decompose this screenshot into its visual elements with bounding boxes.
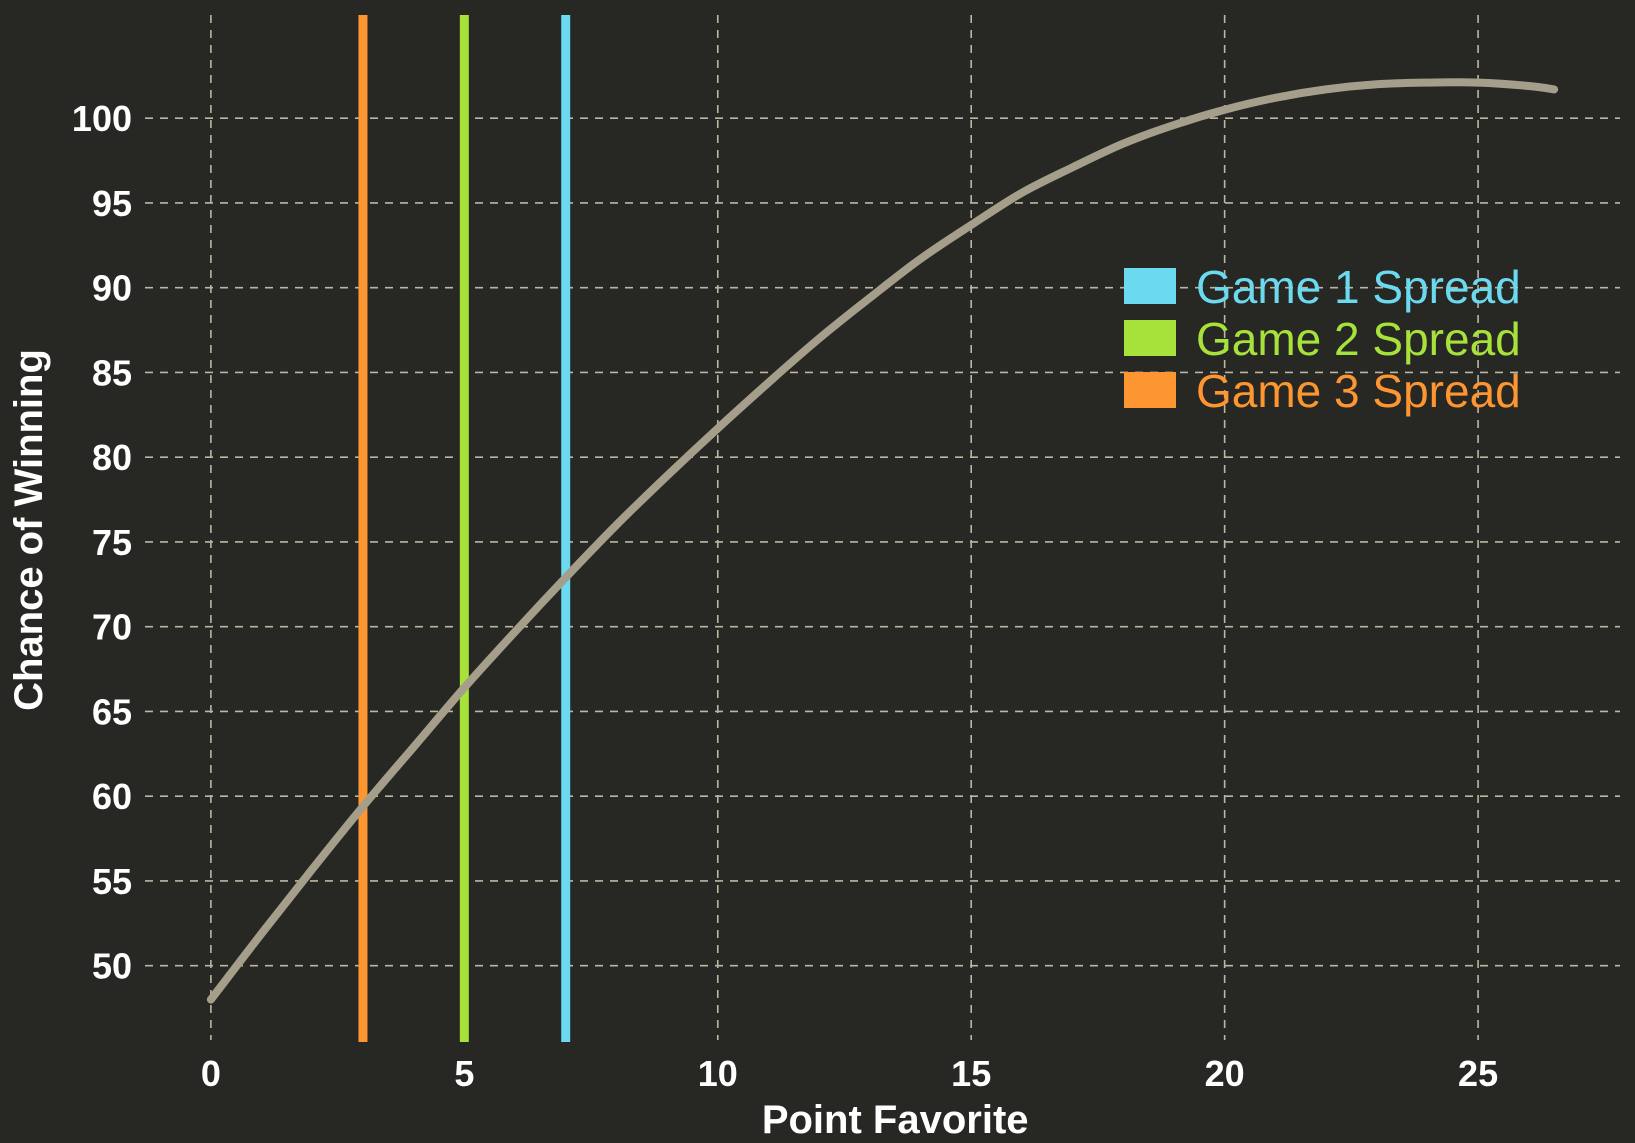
y-tick-label: 50: [92, 946, 132, 987]
y-tick-label: 60: [92, 776, 132, 817]
legend-label-1: Game 1 Spread: [1196, 261, 1521, 313]
spread-lines: [358, 15, 571, 1042]
y-tick-label: 75: [92, 522, 132, 563]
y-tick-labels: 50 55 60 65 70 75 80 85 90 95 100: [72, 98, 132, 987]
y-tick-label: 85: [92, 352, 132, 393]
legend-swatch-2: [1124, 320, 1176, 356]
y-tick-label: 80: [92, 437, 132, 478]
x-tick-label: 20: [1205, 1053, 1245, 1094]
y-axis-title: Chance of Winning: [7, 349, 51, 711]
x-axis-title: Point Favorite: [762, 1098, 1029, 1142]
x-tick-label: 15: [951, 1053, 991, 1094]
vertical-gridlines: [210, 15, 1479, 1040]
y-tick-label: 100: [72, 98, 132, 139]
y-tick-label: 70: [92, 607, 132, 648]
y-tick-label: 55: [92, 861, 132, 902]
y-tick-label: 95: [92, 183, 132, 224]
y-tick-label: 90: [92, 268, 132, 309]
legend-swatch-1: [1124, 268, 1176, 304]
x-tick-label: 0: [201, 1053, 221, 1094]
x-tick-label: 5: [454, 1053, 474, 1094]
x-tick-labels: 0 5 10 15 20 25: [201, 1053, 1498, 1094]
legend-label-3: Game 3 Spread: [1196, 365, 1521, 417]
y-tick-label: 65: [92, 691, 132, 732]
legend-label-2: Game 2 Spread: [1196, 313, 1521, 365]
x-tick-label: 10: [698, 1053, 738, 1094]
win-probability-curve: [206, 78, 1559, 1004]
x-tick-label: 25: [1458, 1053, 1498, 1094]
legend-swatch-3: [1124, 372, 1176, 408]
